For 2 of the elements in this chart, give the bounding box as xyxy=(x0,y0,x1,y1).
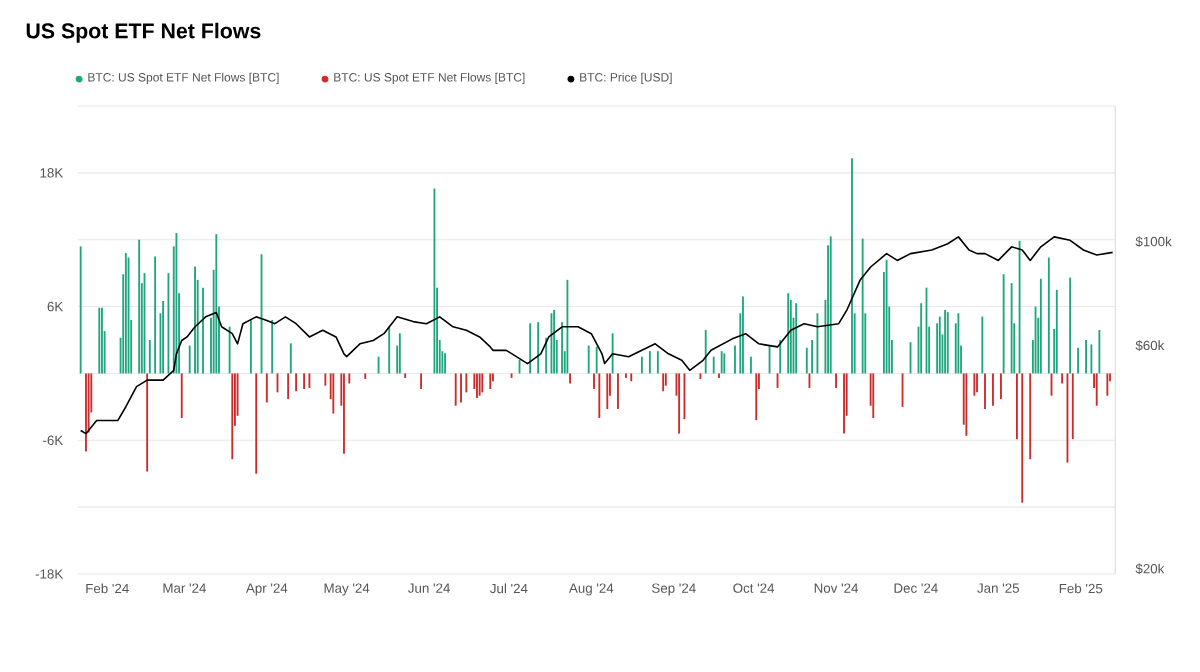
line-series xyxy=(79,236,1114,435)
chart-title: US Spot ETF Net Flows xyxy=(26,22,261,43)
